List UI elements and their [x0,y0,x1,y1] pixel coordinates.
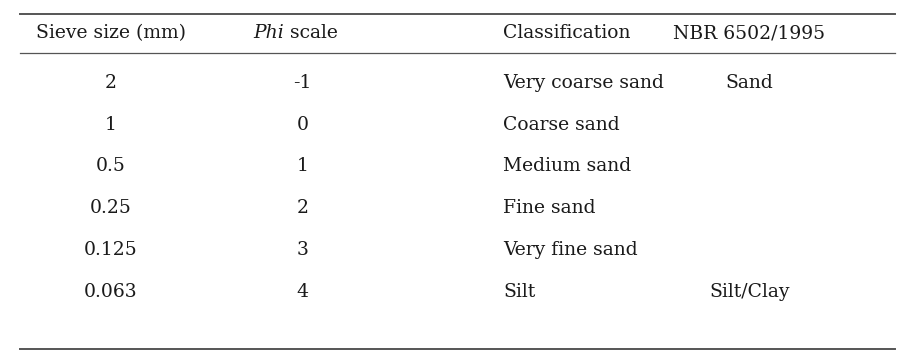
Text: Phi: Phi [253,24,285,42]
Text: 1: 1 [105,116,117,134]
Text: 3: 3 [296,241,308,259]
Text: 4: 4 [296,283,308,301]
Text: Coarse sand: Coarse sand [503,116,619,134]
Text: 2: 2 [105,74,117,92]
Text: Sand: Sand [726,74,773,92]
Text: NBR 6502/1995: NBR 6502/1995 [673,24,825,42]
Text: Medium sand: Medium sand [503,157,631,175]
Text: Sieve size (mm): Sieve size (mm) [36,24,186,42]
Text: 0.125: 0.125 [84,241,138,259]
Text: scale: scale [285,24,338,42]
Text: 0.5: 0.5 [96,157,125,175]
Text: Classification: Classification [503,24,630,42]
Text: Very fine sand: Very fine sand [503,241,638,259]
Text: 1: 1 [296,157,308,175]
Text: 0.063: 0.063 [84,283,137,301]
Text: 2: 2 [296,199,308,217]
Text: Silt/Clay: Silt/Clay [709,283,790,301]
Text: Fine sand: Fine sand [503,199,596,217]
Text: 0: 0 [296,116,308,134]
Text: Silt: Silt [503,283,535,301]
Text: 0.25: 0.25 [90,199,132,217]
Text: Very coarse sand: Very coarse sand [503,74,664,92]
Text: -1: -1 [293,74,312,92]
